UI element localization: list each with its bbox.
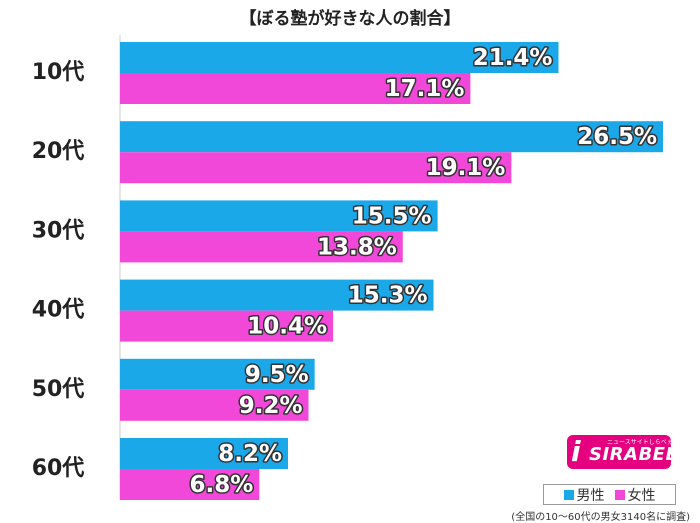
bar-female [120, 310, 334, 342]
legend-item-male: 男性 [563, 485, 605, 505]
category-label: 10代 [32, 60, 85, 85]
category-label: 30代 [32, 218, 85, 243]
legend-swatch-female [614, 489, 625, 500]
legend-item-female: 女性 [614, 485, 656, 505]
value-label: 9.2% [239, 393, 303, 419]
value-label: 8.2% [218, 441, 282, 467]
bar-male [120, 200, 438, 232]
bars-group: 10代 21.4% 17.1% 20代 26.5% 19.1% 30代 15.5% 13.8% 4… [32, 42, 663, 500]
bar-male [120, 438, 289, 469]
value-label: 15.5% [352, 203, 432, 229]
bar-male [120, 358, 315, 390]
value-label: 10.4% [247, 314, 327, 340]
chart-title: 【ぼる塾が好きな人の割合】 [239, 9, 461, 29]
category-label: 20代 [32, 139, 85, 164]
bar-female [120, 152, 512, 184]
legend-label-male: 男性 [576, 487, 605, 504]
value-label: 13.8% [317, 234, 397, 260]
bar-male [120, 121, 663, 153]
value-label: 26.5% [577, 124, 657, 150]
logo-tagline: ニュースサイトしらべぇ [607, 439, 671, 446]
bar-female [120, 389, 309, 421]
sirabee-logo: i ニュースサイトしらべぇ SIRABEE [567, 435, 671, 469]
bar-male [120, 42, 559, 73]
legend-swatch-male [563, 489, 574, 500]
value-label: 6.8% [190, 472, 254, 498]
value-label: 17.1% [385, 76, 465, 102]
bar-female [120, 469, 260, 500]
footnote: (全国の10〜60代の男女3140名に調査) [511, 512, 690, 523]
legend: 男性 女性 [543, 484, 676, 505]
bar-male [120, 279, 434, 311]
value-label: 15.3% [348, 283, 428, 309]
value-label: 9.5% [245, 362, 309, 388]
value-label: 19.1% [426, 155, 506, 181]
bar-female [120, 231, 403, 263]
bar-female [120, 73, 471, 104]
logo-mark: i [571, 435, 581, 468]
category-label: 60代 [32, 456, 85, 481]
legend-label-female: 女性 [627, 487, 656, 504]
value-label: 21.4% [473, 45, 553, 71]
logo-text: SIRABEE [589, 444, 671, 465]
category-label: 50代 [32, 377, 85, 402]
category-label: 40代 [32, 298, 85, 323]
